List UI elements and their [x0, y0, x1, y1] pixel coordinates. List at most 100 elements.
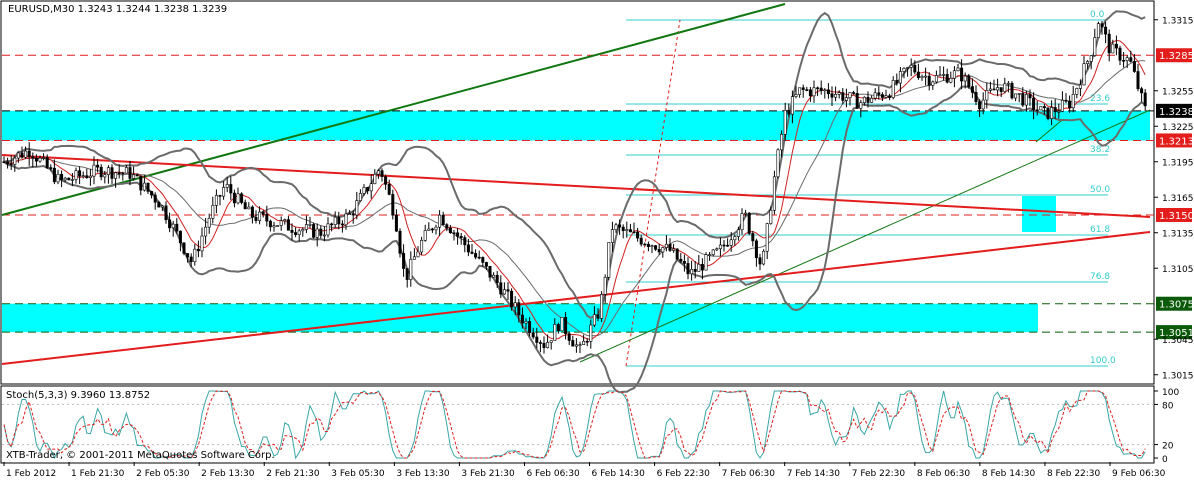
candle-body — [1003, 83, 1007, 92]
candle-body — [898, 71, 902, 84]
candle-body — [78, 170, 82, 177]
candle-body — [841, 92, 845, 101]
y-tick-label: 1.3135 — [1162, 230, 1194, 240]
candle-body — [27, 150, 31, 157]
candle-body — [272, 225, 276, 228]
candle-body — [330, 223, 334, 226]
candle-body — [74, 170, 78, 180]
candle-body — [211, 205, 215, 219]
candle-body — [927, 75, 931, 86]
candle-body — [337, 216, 341, 225]
candle-body — [394, 214, 398, 232]
candle-body — [20, 152, 24, 158]
candle-body — [484, 262, 488, 267]
candle-body — [632, 231, 636, 234]
candle-body — [711, 249, 715, 255]
candle-body — [1017, 93, 1021, 95]
candle-body — [146, 182, 150, 192]
candle-body — [974, 92, 978, 103]
candle-body — [1082, 63, 1086, 86]
candle-body — [790, 96, 794, 115]
candle-body — [823, 89, 827, 92]
candle-body — [535, 336, 539, 343]
candle-body — [1100, 23, 1104, 28]
candle-body — [1132, 61, 1136, 72]
price-tag — [1156, 325, 1192, 340]
candle-body — [225, 184, 229, 188]
bollinger-lower — [3, 85, 1146, 394]
candle-body — [355, 200, 359, 216]
candle-body — [646, 243, 650, 247]
y-tick-label: 1.3045 — [1162, 336, 1194, 346]
candle-body — [1078, 84, 1082, 89]
x-tick-label: 6 Feb 22:30 — [657, 469, 711, 479]
x-tick-label: 8 Feb 06:30 — [917, 469, 971, 479]
candle-body — [769, 209, 773, 224]
candle-body — [621, 226, 625, 231]
candle-body — [139, 175, 143, 191]
candle-body — [996, 87, 1000, 91]
candle-body — [6, 161, 10, 165]
candle-body — [117, 172, 121, 175]
candle-body — [261, 211, 265, 215]
candle-body — [999, 87, 1003, 92]
candle-body — [873, 92, 877, 99]
candle-body — [52, 167, 56, 183]
stoch-main-line — [3, 390, 1146, 460]
candle-body — [1071, 94, 1075, 109]
candle-body — [704, 254, 708, 271]
candle-body — [654, 245, 658, 250]
candle-body — [351, 213, 355, 216]
stoch-y-tick-label: 0 — [1162, 455, 1168, 465]
candle-body — [110, 167, 114, 179]
candle-body — [733, 236, 737, 241]
stoch-label: Stoch(5,3,3) 9.3960 13.8752 — [6, 390, 151, 401]
candle-body — [1042, 106, 1046, 109]
candle-body — [340, 223, 344, 226]
candle-body — [204, 226, 208, 237]
x-tick-label: 8 Feb 22:30 — [1047, 469, 1101, 479]
candle-body — [542, 342, 546, 348]
candle-body — [9, 163, 13, 166]
candle-body — [1057, 110, 1061, 113]
candle-body — [452, 232, 456, 235]
candle-body — [1089, 55, 1093, 62]
candle-body — [697, 263, 701, 272]
x-tick-label: 2 Feb 05:30 — [136, 469, 190, 479]
support-zone — [2, 110, 1150, 141]
candle-body — [470, 251, 474, 254]
candle-body — [164, 205, 168, 221]
candle-body — [744, 212, 748, 215]
candle-body — [297, 230, 301, 235]
candle-body — [96, 164, 100, 168]
candle-body — [132, 174, 136, 179]
x-tick-label: 6 Feb 14:30 — [592, 469, 646, 479]
fib-anchor-line — [625, 19, 681, 367]
candle-body — [639, 237, 643, 245]
candle-body — [826, 89, 830, 94]
candle-body — [232, 192, 236, 204]
candle-body — [1064, 99, 1068, 102]
candle-body — [1136, 71, 1140, 89]
x-tick-label: 1 Feb 2012 — [6, 469, 56, 479]
candle-body — [34, 157, 38, 162]
candle-body — [67, 177, 71, 181]
candle-body — [564, 317, 568, 334]
x-tick-label: 6 Feb 06:30 — [526, 469, 580, 479]
candle-body — [610, 229, 614, 243]
candle-body — [945, 74, 949, 83]
candle-body — [387, 184, 391, 195]
x-tick-label: 7 Feb 06:30 — [722, 469, 776, 479]
candle-body — [229, 184, 233, 194]
red-trendline-upper — [1, 154, 1151, 218]
candle-body — [380, 170, 384, 177]
stoch-y-tick-label: 20 — [1162, 442, 1174, 452]
candle-body — [16, 152, 20, 159]
candle-body — [895, 80, 899, 84]
fib-level-label: 100.0 — [1090, 356, 1116, 366]
candle-body — [254, 216, 258, 221]
candle-body — [938, 74, 942, 77]
candle-body — [463, 237, 467, 246]
